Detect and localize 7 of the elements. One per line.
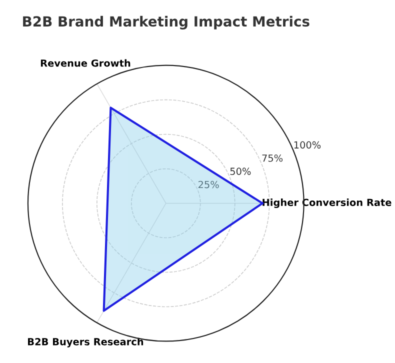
y-tick-label: 75% (262, 154, 283, 162)
y-tick-label: 100% (294, 141, 321, 149)
y-tick-label: 50% (230, 168, 251, 176)
chart-title: B2B Brand Marketing Impact Metrics (23, 16, 310, 30)
y-tick-label: 25% (198, 180, 219, 188)
spoke-label: B2B Buyers Research (28, 338, 144, 348)
spoke-label: Revenue Growth (40, 59, 130, 67)
